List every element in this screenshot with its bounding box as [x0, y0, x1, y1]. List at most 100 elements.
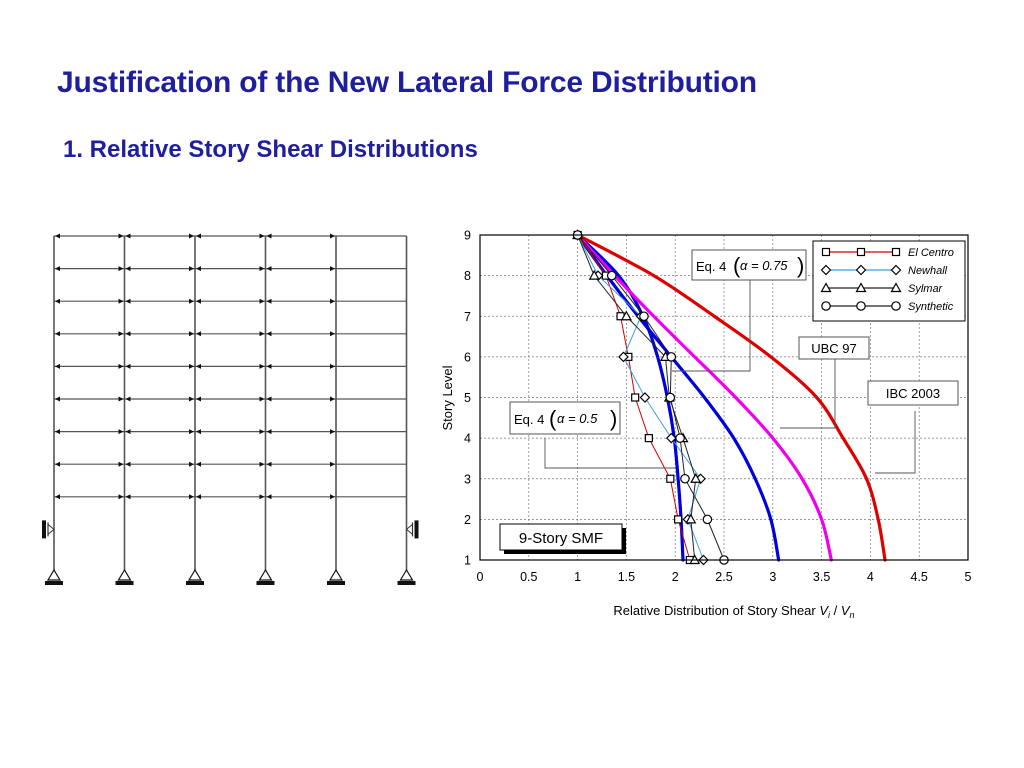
y-tick-label: 7 [464, 310, 471, 324]
point-synthetic [639, 311, 649, 322]
y-tick-label: 3 [464, 472, 471, 486]
moment-connection [259, 494, 265, 500]
legend-marker-el-centro [821, 247, 831, 257]
curve-ubc-97 [576, 233, 781, 562]
legend-marker-sylmar [820, 282, 832, 293]
point-sylmar [690, 473, 702, 483]
moment-connection [330, 298, 335, 304]
moment-connection [330, 429, 335, 435]
moment-connection [55, 331, 60, 337]
moment-connection [125, 298, 131, 304]
moment-connection [125, 331, 131, 337]
moment-connection [118, 331, 124, 337]
moment-connection [125, 363, 131, 369]
point-sylmar [588, 269, 600, 280]
moment-connection [266, 461, 272, 467]
moment-connection [55, 494, 60, 500]
moment-connection [55, 233, 60, 239]
roller-support [406, 520, 419, 539]
moment-connection [189, 331, 194, 337]
moment-connection [55, 461, 60, 467]
moment-connection [55, 298, 60, 304]
legend-marker-newhall [855, 264, 867, 276]
moment-connection [259, 396, 265, 402]
legend-marker-synthetic [856, 301, 866, 311]
point-synthetic [666, 352, 677, 362]
pinned-support [327, 568, 345, 585]
legend-marker-newhall [890, 264, 902, 276]
moment-connection [189, 396, 194, 402]
pinned-support [186, 568, 204, 585]
moment-connection [118, 298, 124, 304]
moment-connection [118, 429, 124, 435]
svg-text:9-Story SMF: 9-Story SMF [519, 530, 603, 547]
legend-marker-sylmar [890, 282, 902, 293]
moment-connection [196, 396, 201, 402]
svg-text:): ) [797, 253, 804, 278]
moment-connection [118, 396, 124, 402]
moment-connection [330, 494, 335, 500]
legend-label-el-centro: El Centro [908, 247, 954, 259]
x-tick-label: 1.5 [618, 570, 635, 584]
moment-connection [118, 461, 124, 467]
moment-connection [259, 331, 265, 337]
x-tick-label: 2.5 [715, 570, 732, 584]
x-tick-label: 0.5 [520, 570, 537, 584]
moment-connection [266, 494, 272, 500]
moment-connection [259, 298, 265, 304]
moment-connection [330, 266, 335, 272]
curve-series [576, 233, 887, 562]
svg-text:(: ( [549, 406, 557, 431]
moment-connection [125, 266, 131, 272]
moment-connection [125, 233, 131, 239]
frame-members [42, 233, 419, 585]
y-tick-labels: 1 2 3 4 5 6 7 8 9 [464, 229, 471, 568]
svg-text:IBC 2003: IBC 2003 [886, 386, 940, 401]
moment-connection [118, 363, 124, 369]
svg-text:(: ( [733, 253, 741, 278]
y-tick-label: 4 [464, 432, 471, 446]
moment-connection [266, 429, 272, 435]
moment-connection [259, 266, 265, 272]
point-newhall [639, 392, 651, 403]
slide-subtitle: 1. Relative Story Shear Distributions [63, 136, 478, 163]
moment-connection [259, 363, 265, 369]
point-el-centro [666, 474, 675, 483]
svg-text:UBC 97: UBC 97 [811, 341, 857, 356]
moment-connection [330, 233, 335, 239]
annotation-ibc2003: IBC 2003 [867, 380, 959, 406]
moment-connection [189, 298, 194, 304]
x-tick-label: 2 [672, 570, 679, 584]
moment-connection [125, 461, 131, 467]
moment-connection [196, 363, 201, 369]
moment-connection [196, 266, 201, 272]
moment-connection [196, 461, 201, 467]
point-el-centro [674, 515, 683, 524]
moment-connection [196, 494, 201, 500]
annotation-eq4-alpha-075: Eq. 4 ( α = 0.75 ) [691, 249, 807, 281]
legend-marker-el-centro [891, 247, 901, 257]
legend-label-newhall: Newhall [908, 265, 948, 277]
x-tick-label: 4 [867, 570, 874, 584]
svg-text:α = 0.75: α = 0.75 [740, 258, 788, 273]
moment-connection [330, 461, 335, 467]
moment-connection [196, 233, 201, 239]
moment-connection [189, 233, 194, 239]
svg-text:Eq. 4: Eq. 4 [696, 259, 726, 274]
moment-connection [189, 461, 194, 467]
curve-eq-4-0-75 [576, 233, 833, 562]
moment-connection [55, 429, 60, 435]
x-tick-label: 3.5 [813, 570, 830, 584]
y-tick-label: 8 [464, 269, 471, 283]
moment-connection [266, 331, 272, 337]
moment-connection [118, 266, 124, 272]
frame-schematic [42, 233, 419, 585]
y-tick-label: 5 [464, 391, 471, 405]
moment-connection [118, 494, 124, 500]
y-tick-label: 9 [464, 229, 471, 243]
point-sylmar [620, 310, 632, 321]
moment-connection [189, 363, 194, 369]
moment-connection [118, 233, 124, 239]
legend-marker-synthetic [821, 301, 831, 311]
point-synthetic [606, 270, 617, 281]
